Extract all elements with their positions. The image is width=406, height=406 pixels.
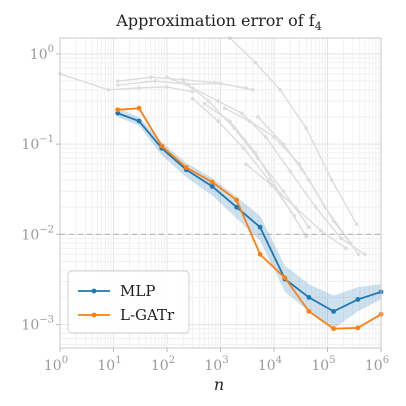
legend-box xyxy=(67,270,190,334)
background-point xyxy=(339,236,343,241)
background-point xyxy=(153,79,157,83)
y-axis-ticks: 10−3 10−2 10−1 100 xyxy=(21,44,60,334)
series-point-mlp xyxy=(331,308,336,314)
background-point xyxy=(319,228,323,233)
background-point xyxy=(304,234,309,239)
background-point xyxy=(344,246,348,251)
background-point xyxy=(253,151,258,155)
background-point xyxy=(288,169,292,174)
series-point-mlp xyxy=(257,224,263,230)
series-point-mlp xyxy=(355,297,361,302)
series-point-l-gatr xyxy=(183,165,189,170)
background-line-5 xyxy=(192,98,295,217)
background-line-8 xyxy=(229,37,358,225)
background-point xyxy=(331,219,336,223)
background-point xyxy=(263,135,268,139)
background-point xyxy=(281,189,286,194)
background-point xyxy=(363,252,367,257)
background-point xyxy=(106,87,111,92)
series-point-l-gatr xyxy=(282,275,288,281)
y-tick-label: 10−3 xyxy=(21,315,54,334)
background-point xyxy=(267,178,271,182)
background-point xyxy=(222,106,227,111)
chart-title: Approximation error of f4 xyxy=(115,11,321,33)
background-point xyxy=(304,126,309,131)
background-point xyxy=(228,119,232,123)
background-point xyxy=(239,111,244,116)
background-point xyxy=(250,87,255,92)
background-point xyxy=(253,60,258,65)
background-point xyxy=(329,178,334,182)
series-point-l-gatr xyxy=(331,326,336,332)
background-point xyxy=(278,87,282,92)
background-point xyxy=(206,99,211,103)
legend-label-l-gatr: L-GATr xyxy=(120,306,175,324)
x-tick-label: 106 xyxy=(365,355,389,374)
x-tick-label: 102 xyxy=(151,355,175,374)
background-point xyxy=(115,83,120,87)
background-point xyxy=(216,99,220,103)
background-point xyxy=(115,79,120,83)
background-point xyxy=(244,162,248,166)
chart-title-subscript: 4 xyxy=(315,20,322,33)
series-point-l-gatr xyxy=(355,325,361,331)
background-point xyxy=(307,178,311,182)
series-point-l-gatr xyxy=(257,251,263,257)
legend-label-mlp: MLP xyxy=(120,282,155,300)
y-tick-label: 10−2 xyxy=(21,224,54,243)
series-point-mlp xyxy=(234,204,240,210)
x-tick-label: 105 xyxy=(311,355,335,374)
background-point xyxy=(165,85,169,89)
background-point xyxy=(272,135,276,139)
background-point xyxy=(137,86,141,90)
background-point xyxy=(256,115,260,119)
y-tick-label: 100 xyxy=(30,44,54,63)
background-point xyxy=(269,183,274,188)
y-tick-label: 10−1 xyxy=(21,134,54,153)
background-point xyxy=(181,79,185,83)
background-point xyxy=(190,90,195,94)
legend: MLP L-GATr xyxy=(67,270,190,334)
background-point xyxy=(218,81,223,86)
series-point-l-gatr xyxy=(115,107,121,113)
series-point-l-gatr xyxy=(306,308,312,314)
series-line-l-gatr xyxy=(117,107,382,330)
background-point xyxy=(293,205,298,209)
background-point xyxy=(354,222,359,226)
x-tick-label: 100 xyxy=(44,355,68,374)
series-point-l-gatr xyxy=(159,143,165,149)
background-point xyxy=(241,146,246,151)
series-point-l-gatr xyxy=(136,105,142,111)
chart-title-main: Approximation error of f xyxy=(115,11,316,30)
background-point xyxy=(149,75,153,80)
legend-marker-l-gatr xyxy=(91,312,97,318)
background-point xyxy=(313,205,318,209)
background-point xyxy=(165,75,169,80)
series-point-mlp xyxy=(306,295,312,300)
x-tick-label: 101 xyxy=(97,355,121,374)
background-point xyxy=(307,225,311,230)
background-line-4 xyxy=(182,80,310,228)
series-point-mlp xyxy=(209,183,215,189)
x-tick-label: 104 xyxy=(258,355,282,374)
x-axis-ticks: 100 101 102 103 104 105 106 xyxy=(44,348,389,374)
background-point xyxy=(247,119,252,123)
background-point xyxy=(202,101,207,106)
background-point xyxy=(216,119,220,123)
background-point xyxy=(190,96,195,101)
series-point-l-gatr xyxy=(234,197,240,203)
x-tick-label: 103 xyxy=(204,355,228,374)
background-point xyxy=(281,142,286,146)
background-point xyxy=(356,252,361,257)
series-point-l-gatr xyxy=(209,179,215,185)
x-axis-label: n xyxy=(214,375,224,394)
series-point-mlp xyxy=(115,110,121,116)
legend-marker-mlp xyxy=(91,288,97,294)
series-point-mlp xyxy=(136,118,142,124)
series-line-mlp xyxy=(117,112,382,313)
background-lines xyxy=(58,36,367,257)
